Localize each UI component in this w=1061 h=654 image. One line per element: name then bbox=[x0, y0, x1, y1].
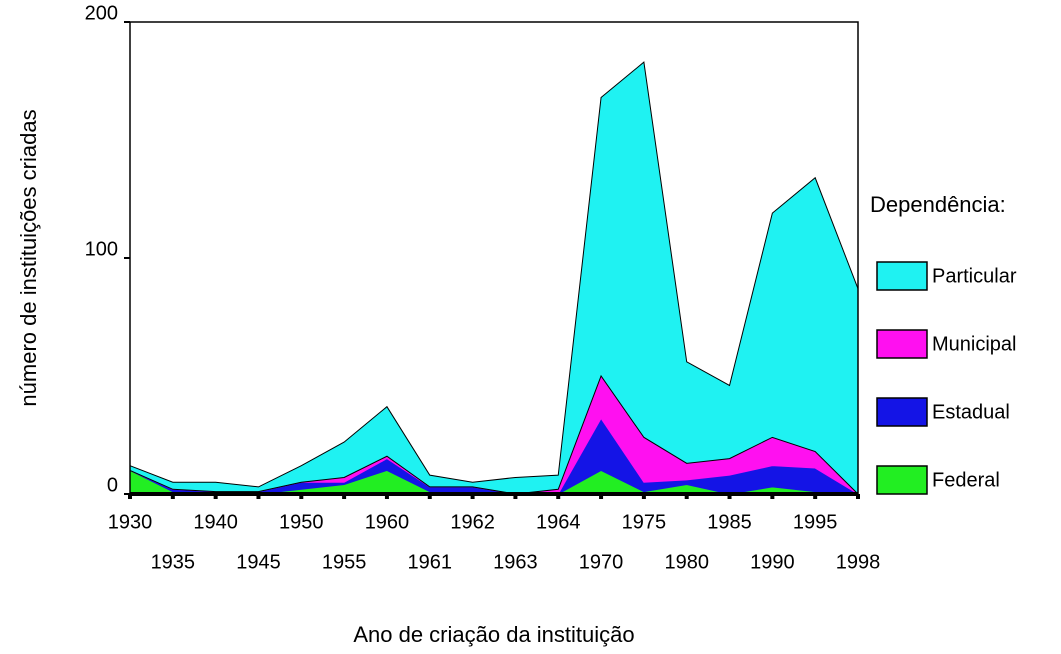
legend-label: Municipal bbox=[932, 333, 1016, 355]
x-tick-label: 1961 bbox=[408, 551, 453, 573]
x-tick-label: 1985 bbox=[707, 511, 752, 533]
legend-swatch bbox=[876, 261, 928, 291]
x-tick-label: 1940 bbox=[193, 511, 238, 533]
legend-title: Dependência: bbox=[870, 192, 1006, 217]
x-tick-label: 1945 bbox=[236, 551, 281, 573]
legend-swatch bbox=[876, 397, 928, 427]
legend-swatch bbox=[876, 329, 928, 359]
x-tick-label: 1990 bbox=[750, 551, 795, 573]
x-tick-label: 1935 bbox=[151, 551, 196, 573]
x-tick-label: 1970 bbox=[579, 551, 624, 573]
x-tick-label: 1975 bbox=[622, 511, 667, 533]
y-tick-label: 0 bbox=[107, 474, 118, 496]
legend-label: Estadual bbox=[932, 401, 1010, 423]
y-tick-label: 100 bbox=[85, 238, 118, 260]
x-axis-label: Ano de criação da instituição bbox=[353, 622, 634, 647]
x-tick-label: 1980 bbox=[664, 551, 709, 573]
x-tick-label: 1963 bbox=[493, 551, 538, 573]
x-tick-label: 1930 bbox=[108, 511, 153, 533]
x-tick-label: 1950 bbox=[279, 511, 324, 533]
x-tick-label: 1962 bbox=[450, 511, 495, 533]
area bbox=[129, 61, 859, 496]
x-tick-label: 1998 bbox=[836, 551, 881, 573]
legend-label: Particular bbox=[932, 265, 1017, 287]
x-tick-label: 1995 bbox=[793, 511, 838, 533]
legend-swatch bbox=[876, 465, 928, 495]
legend-label: Federal bbox=[932, 469, 1000, 491]
x-tick-label: 1955 bbox=[322, 551, 367, 573]
y-tick-label: 200 bbox=[85, 2, 118, 24]
x-tick-label: 1964 bbox=[536, 511, 581, 533]
x-tick-label: 1960 bbox=[365, 511, 410, 533]
y-axis-label: número de instituições criadas bbox=[16, 109, 41, 406]
